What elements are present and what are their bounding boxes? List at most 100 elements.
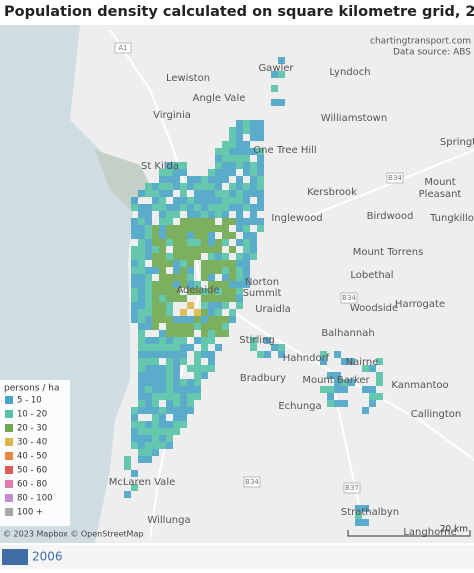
legend-swatch [5,480,13,488]
density-cell [229,232,236,239]
density-cell [152,267,159,274]
density-cell [320,351,327,358]
density-cell [236,148,243,155]
density-cell [201,372,208,379]
year-swatch[interactable] [2,549,28,565]
density-cell [194,281,201,288]
density-cell [173,323,180,330]
density-cell [229,155,236,162]
legend-swatch [5,452,13,460]
density-cell [334,379,341,386]
density-cell [173,344,180,351]
density-cell [166,253,173,260]
density-cell [243,225,250,232]
density-cell [180,162,187,169]
density-cell [278,351,285,358]
legend-swatch [5,438,13,446]
density-cell [236,267,243,274]
density-cell [215,288,222,295]
density-cell [362,386,369,393]
density-cell [355,505,362,512]
density-cell [138,421,145,428]
scale-bar [347,530,471,537]
density-cell [187,400,194,407]
density-cell [145,449,152,456]
density-cell [166,211,173,218]
density-cell [278,344,285,351]
density-cell [215,204,222,211]
place-label: Virginia [153,110,191,121]
density-cell [152,442,159,449]
density-cell [152,225,159,232]
density-cell [145,400,152,407]
density-cell [348,358,355,365]
density-cell [222,141,229,148]
density-cell [180,260,187,267]
density-cell [159,295,166,302]
density-cell [159,442,166,449]
density-cell [131,421,138,428]
legend-title: persons / ha [4,384,60,394]
density-cell [145,351,152,358]
density-cell [250,127,257,134]
density-cell [250,134,257,141]
density-cell [208,330,215,337]
density-cell [145,295,152,302]
density-cell [166,365,173,372]
density-cell [187,379,194,386]
place-label: Bradbury [240,373,286,384]
density-cell [145,323,152,330]
density-cell [236,155,243,162]
density-cell [250,204,257,211]
density-cell [145,428,152,435]
density-cell [201,218,208,225]
density-cell [145,358,152,365]
density-cell [236,120,243,127]
density-cell [250,239,257,246]
density-cell [208,246,215,253]
density-cell [173,316,180,323]
density-cell [222,190,229,197]
density-cell [194,351,201,358]
place-label: Mount Torrens [353,247,424,258]
density-cell [215,253,222,260]
density-cell [243,162,250,169]
density-cell [208,288,215,295]
road-label: B34 [245,478,259,486]
density-cell [173,288,180,295]
density-cell [208,260,215,267]
density-cell [243,281,250,288]
density-cell [222,225,229,232]
density-cell [257,225,264,232]
density-cell [180,281,187,288]
density-cell [159,260,166,267]
density-cell [201,337,208,344]
density-cell [327,393,334,400]
year-label[interactable]: 2006 [32,550,63,564]
density-cell [145,386,152,393]
density-cell [159,176,166,183]
density-cell [201,323,208,330]
density-cell [145,393,152,400]
density-cell [180,379,187,386]
density-cell [159,232,166,239]
density-cell [145,288,152,295]
density-cell [236,197,243,204]
density-cell [145,379,152,386]
density-cell [124,491,131,498]
density-cell [271,99,278,106]
density-cell [215,260,222,267]
density-cell [173,281,180,288]
density-cell [138,456,145,463]
density-cell [243,169,250,176]
density-cell [180,225,187,232]
density-cell [327,372,334,379]
density-cell [180,204,187,211]
density-cell [201,204,208,211]
legend-label: 50 - 60 [17,466,47,476]
density-cell [271,344,278,351]
density-cell [166,435,173,442]
density-cell [145,246,152,253]
density-cell [222,232,229,239]
density-cell [145,281,152,288]
